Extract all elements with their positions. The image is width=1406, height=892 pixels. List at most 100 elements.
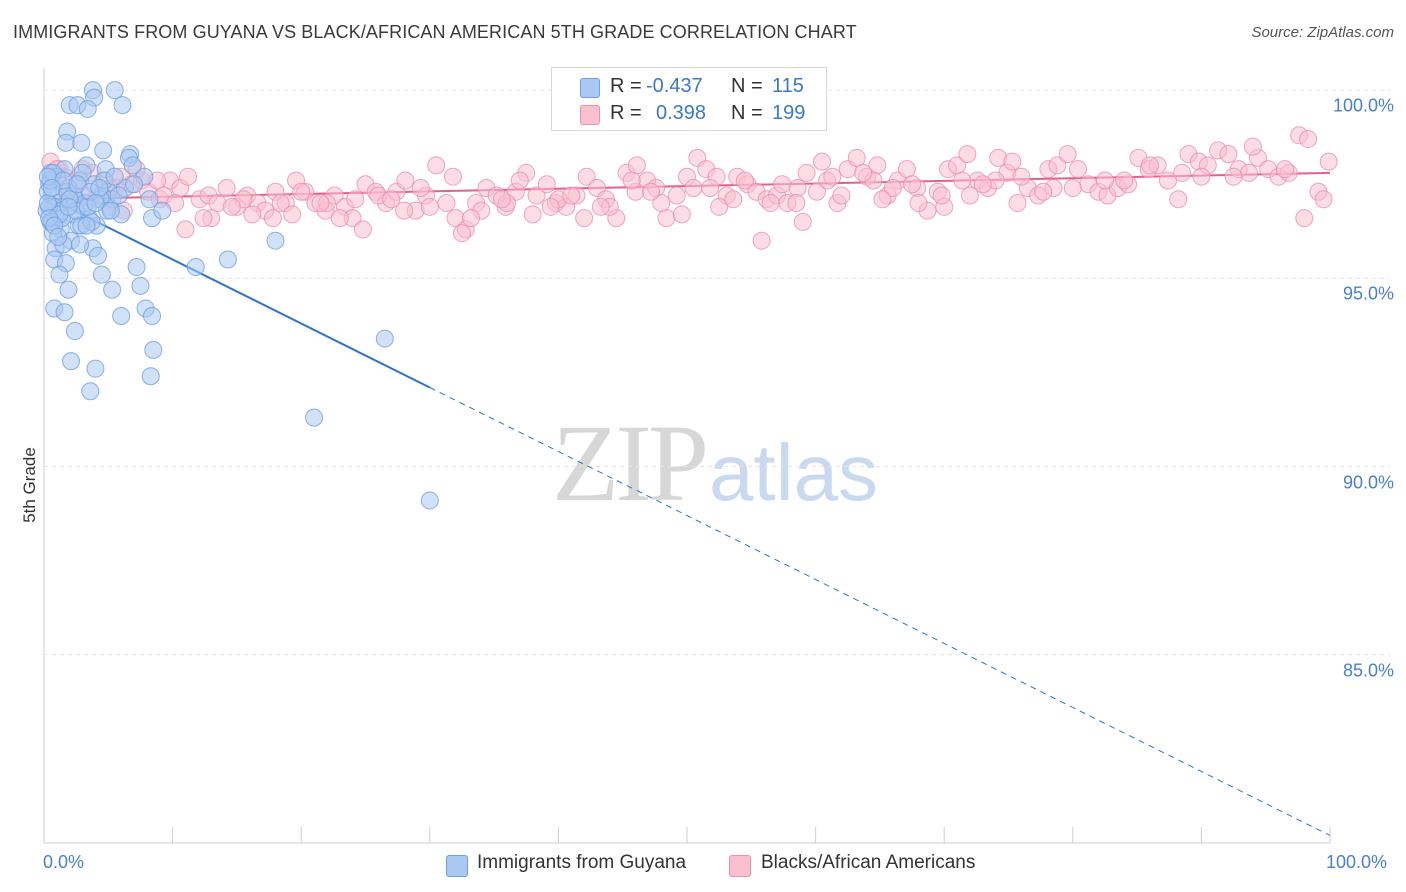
- data-point: [292, 182, 311, 201]
- data-point: [492, 190, 511, 209]
- data-point: [527, 186, 546, 205]
- legend-swatch-black: [580, 105, 600, 125]
- data-point: [577, 167, 596, 186]
- data-point: [176, 220, 195, 239]
- data-point: [86, 359, 105, 378]
- data-point: [109, 186, 128, 205]
- data-point: [283, 205, 302, 224]
- data-point: [622, 171, 641, 190]
- data-point: [77, 216, 96, 235]
- y-axis-label: 5th Grade: [20, 447, 39, 523]
- data-point: [1058, 145, 1077, 164]
- data-point: [575, 209, 594, 228]
- data-point: [667, 186, 686, 205]
- data-point: [218, 250, 237, 269]
- data-point: [89, 246, 108, 265]
- data-point: [562, 186, 581, 205]
- data-point: [510, 171, 529, 190]
- data-point: [797, 163, 816, 182]
- data-point: [353, 220, 372, 239]
- correlation-legend: R = -0.437 N = 115 R = 0.398 N = 199: [551, 67, 827, 131]
- data-point: [141, 367, 160, 386]
- x-tick-label-min: 0.0%: [43, 852, 85, 872]
- data-point: [49, 227, 68, 246]
- data-point: [179, 167, 198, 186]
- data-point: [1048, 156, 1067, 175]
- legend-r-value: -0.437: [646, 75, 703, 97]
- data-point: [59, 280, 78, 299]
- data-point: [144, 340, 163, 359]
- data-point: [112, 306, 131, 325]
- data-point: [1115, 171, 1134, 190]
- data-point: [186, 258, 205, 277]
- data-point: [420, 197, 439, 216]
- data-point: [1192, 167, 1211, 186]
- data-point: [427, 156, 446, 175]
- data-point: [684, 178, 703, 197]
- data-point: [396, 171, 415, 190]
- data-point: [773, 175, 792, 194]
- data-point: [411, 178, 430, 197]
- legend-r-value: 0.398: [656, 102, 707, 124]
- data-point: [123, 156, 142, 175]
- legend-n-label: N =: [731, 75, 763, 97]
- y-tick-label: 85.0%: [1342, 660, 1394, 681]
- data-point: [761, 194, 780, 213]
- data-point: [1003, 152, 1022, 171]
- data-point: [330, 209, 349, 228]
- chart-title: IMMIGRANTS FROM GUYANA VS BLACK/AFRICAN …: [13, 22, 857, 42]
- watermark: ZIPatlas: [552, 400, 878, 527]
- data-point: [953, 171, 972, 190]
- data-point: [1140, 156, 1159, 175]
- data-point: [932, 186, 951, 205]
- data-point: [710, 197, 729, 216]
- data-point: [701, 178, 720, 197]
- data-point: [263, 209, 282, 228]
- data-point: [311, 194, 330, 213]
- data-point: [443, 167, 462, 186]
- data-point: [153, 201, 172, 220]
- data-point: [420, 491, 439, 510]
- legend-n-value: 199: [772, 102, 806, 124]
- legend-n-label: N =: [731, 102, 763, 124]
- bottom-legend-guyana: Immigrants from Guyana: [477, 852, 687, 873]
- data-point: [909, 194, 928, 213]
- data-point: [1299, 130, 1318, 149]
- legend-swatch-guyana: [580, 78, 600, 98]
- y-tick-label: 90.0%: [1342, 472, 1394, 493]
- data-point: [523, 205, 542, 224]
- legend-r-label: R =: [610, 75, 642, 97]
- data-point: [59, 197, 78, 216]
- data-point: [541, 197, 560, 216]
- data-point: [243, 205, 262, 224]
- data-point: [222, 197, 241, 216]
- data-point: [1243, 137, 1262, 156]
- data-point: [92, 265, 111, 284]
- data-point: [724, 190, 743, 209]
- data-point: [105, 81, 124, 100]
- data-point: [131, 276, 150, 295]
- data-point: [194, 209, 213, 228]
- trend-line-extension: [429, 387, 1331, 836]
- data-point: [78, 99, 97, 118]
- data-point: [375, 329, 394, 348]
- data-point: [1173, 163, 1192, 182]
- trend-line: [43, 194, 431, 389]
- data-point: [94, 141, 113, 160]
- data-point: [395, 201, 414, 220]
- data-point: [143, 306, 162, 325]
- data-points: [37, 81, 1338, 510]
- data-point: [735, 171, 754, 190]
- data-point: [752, 231, 771, 250]
- data-point: [65, 322, 84, 341]
- data-point: [627, 156, 646, 175]
- data-point: [217, 178, 236, 197]
- data-point: [50, 265, 69, 284]
- data-point: [90, 178, 109, 197]
- data-point: [897, 160, 916, 179]
- data-point: [652, 194, 671, 213]
- data-point: [832, 186, 851, 205]
- data-point: [125, 175, 144, 194]
- data-point: [140, 190, 159, 209]
- data-point: [793, 212, 812, 231]
